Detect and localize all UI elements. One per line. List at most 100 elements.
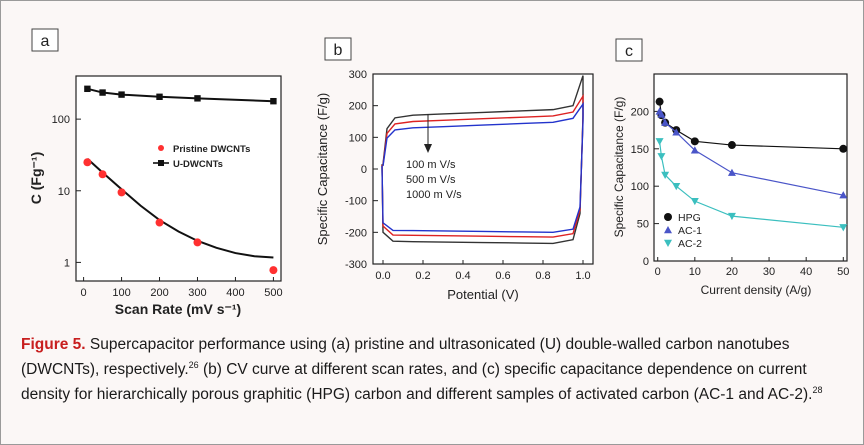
panel-a-point	[155, 218, 164, 227]
panel-b-label-box	[324, 37, 352, 61]
panel-a-point	[270, 97, 277, 105]
panel-a-ylabel: C (Fg⁻¹)	[28, 152, 44, 204]
figure-label: Figure 5.	[21, 336, 86, 353]
panel-b-xtick-label: 0.0	[375, 270, 390, 282]
panel-a-legend-marker	[158, 145, 164, 151]
caption-text-2: (b) CV curve at different scan rates, an…	[21, 361, 813, 404]
panel-b-ytick-label: -200	[345, 227, 367, 239]
panel-a-point	[99, 89, 106, 96]
panel-a-xtick-label: 500	[264, 287, 282, 299]
panel-c-point	[690, 197, 699, 206]
panel-c-point	[839, 191, 848, 199]
panel-a-xtick-label: 200	[150, 287, 168, 299]
panel-b-annotation: 100 m V/s	[406, 159, 456, 171]
panel-b-xtick-label: 0.6	[495, 270, 510, 282]
panel-c-xtick-label: 50	[837, 266, 849, 278]
figure-caption: Figure 5. Supercapacitor performance usi…	[21, 334, 851, 405]
panel-a-marks: 0 100 200 300 400 500 1 10 100 Pristine DWCNTs U-D…	[52, 85, 283, 299]
panel-a-legend-label: U-DWCNTs	[173, 159, 223, 170]
panel-a-legend-marker	[158, 160, 164, 166]
panel-b-annotation: 500 m V/s	[406, 174, 456, 186]
panel-b-arrow-head	[424, 144, 432, 153]
panel-c-ylabel: Specific Capacitance (F/g)	[612, 97, 626, 238]
panel-b-label: b	[334, 42, 343, 59]
panel-c-label: c	[625, 43, 633, 60]
panel-b-xtick-label: 0.4	[455, 270, 470, 282]
panel-b-xtick-label: 1.0	[575, 270, 590, 282]
panel-b-ytick-label: 200	[349, 101, 367, 113]
panel-c-point	[655, 138, 664, 146]
panel-a-point	[118, 91, 125, 98]
caption-ref-a: 26	[188, 360, 199, 370]
panel-c-point	[690, 137, 699, 146]
panel-a-point	[194, 95, 201, 102]
panel-c-ytick-label: 200	[631, 106, 649, 118]
panel-c-point	[655, 97, 664, 106]
panel-a-legend-label: Pristine DWCNTs	[173, 144, 250, 155]
panel-a-point	[269, 266, 278, 275]
panel-c-legend-label: AC-2	[678, 238, 702, 250]
panel-b-ytick-label: 300	[349, 69, 367, 81]
panel-c-legend-marker	[664, 239, 672, 247]
panel-c-legend-marker	[664, 226, 672, 234]
panel-c-point	[839, 144, 848, 153]
panel-c-ytick-label: 150	[631, 144, 649, 156]
panel-b-xlabel: Potential (V)	[447, 287, 519, 302]
panel-c-point	[661, 171, 670, 179]
panel-a-point	[98, 170, 107, 179]
panel-a-xtick-label: 0	[81, 287, 87, 299]
panel-c-plot-area	[653, 73, 848, 262]
panel-c-xtick-label: 10	[689, 266, 701, 278]
panel-a-ytick-label: 100	[52, 114, 70, 126]
panel-c-xtick-label: 30	[763, 266, 775, 278]
panel-c-point	[661, 118, 670, 126]
panel-c-point	[690, 146, 699, 154]
panel-a-point	[83, 158, 92, 167]
panel-b-ytick-label: 0	[361, 164, 367, 176]
panel-b-marks: 0.0 0.2 0.4 0.6 0.8 1.0 -300 -200 -100 0 100 200 300…	[345, 69, 591, 282]
panel-c-label-box	[615, 38, 643, 62]
panel-b-xtick-label: 0.2	[415, 270, 430, 282]
panel-c-point	[727, 212, 736, 221]
panel-c-point	[657, 153, 666, 161]
panel-c-ytick-label: 0	[643, 256, 649, 268]
panel-b-ytick-label: -300	[345, 259, 367, 271]
panel-a-xtick-label: 300	[188, 287, 206, 299]
panel-c-xtick-label: 0	[655, 266, 661, 278]
panel-a-xlabel: Scan Rate (mV s⁻¹)	[115, 301, 241, 317]
panel-b-annotation: 1000 m V/s	[406, 189, 462, 201]
panel-c-point	[672, 183, 681, 191]
panel-c-point	[727, 168, 736, 176]
panel-c-legend-label: AC-1	[678, 225, 702, 237]
panel-b: b 0.0 0.2 0.4 0.6 0.8 1.0 -300 -200 -100 0 100 200 3…	[315, 37, 594, 302]
panel-a-xtick-label: 100	[112, 287, 130, 299]
panel-a: a 0 100 200 300 400 500 1 10 100 Pristine DWCNTs U…	[28, 28, 283, 317]
panel-b-ytick-label: 100	[349, 132, 367, 144]
panel-c-point	[839, 224, 848, 232]
panel-a-ytick-label: 1	[64, 257, 70, 269]
panel-a-point	[84, 85, 91, 93]
panel-c-xtick-label: 20	[726, 266, 738, 278]
caption-ref-b: 28	[812, 385, 823, 396]
panel-c-legend-marker	[664, 213, 672, 221]
panel-b-ytick-label: -100	[345, 196, 367, 208]
panel-c-ytick-label: 100	[631, 181, 649, 193]
panel-a-ytick-label: 10	[58, 186, 70, 198]
panel-a-fit-curve	[86, 157, 274, 259]
panel-b-cv-loop	[381, 101, 584, 234]
panel-a-point	[193, 238, 202, 247]
panel-c-xlabel: Current density (A/g)	[701, 283, 812, 297]
panel-b-xtick-label: 0.8	[535, 270, 550, 282]
panel-c-ytick-label: 50	[637, 219, 649, 231]
caption-text: Supercapacitor performance using (a) pri…	[21, 336, 790, 379]
panel-b-ylabel: Specific Capacitance (F/g)	[315, 93, 330, 245]
panel-c-point	[672, 128, 681, 136]
panel-c-xtick-label: 40	[800, 266, 812, 278]
panel-a-point	[117, 188, 126, 197]
panel-a-plot-area	[75, 75, 282, 282]
panel-c-point	[657, 110, 666, 118]
